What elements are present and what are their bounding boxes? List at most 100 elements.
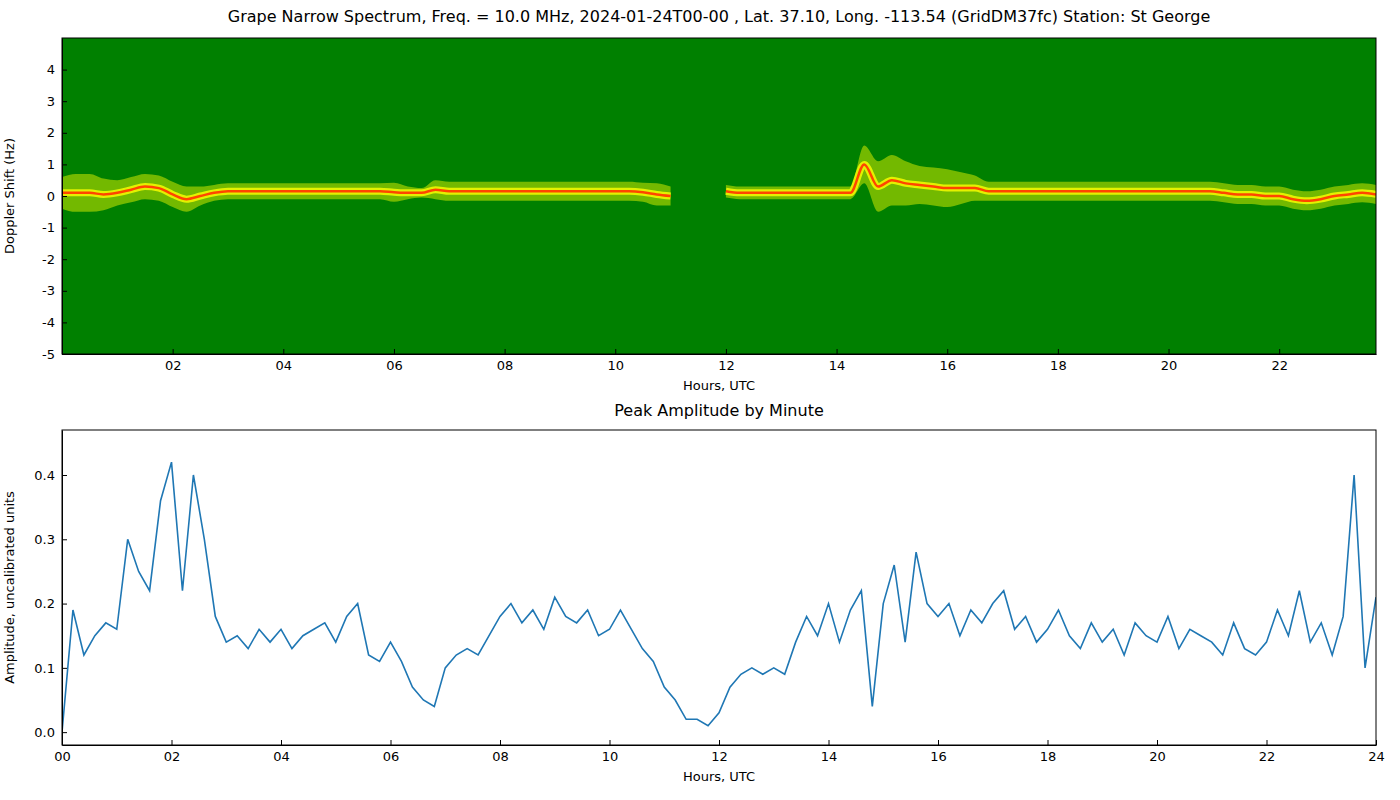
y-tick-label: 0.0 — [34, 725, 55, 740]
x-tick-mark — [1058, 349, 1059, 354]
plot-area — [62, 462, 1376, 732]
data-line — [62, 462, 1376, 732]
x-tick: 22 — [1271, 349, 1288, 373]
x-tick: 04 — [276, 349, 293, 373]
x-tick-mark — [938, 740, 939, 745]
x-tick-mark — [1267, 740, 1268, 745]
y-tick-label: -3 — [42, 283, 55, 298]
chart-1: 000204060810121416182022240.00.10.20.30.… — [2, 401, 1385, 784]
x-tick: 12 — [718, 349, 735, 373]
y-axis-line — [62, 431, 63, 746]
x-tick: 10 — [607, 349, 624, 373]
x-tick-label: 14 — [821, 749, 838, 764]
x-tick-mark — [505, 349, 506, 354]
y-tick: 3 — [47, 94, 67, 109]
x-tick-mark — [1279, 349, 1280, 354]
x-tick-label: 14 — [829, 358, 846, 373]
x-tick-mark — [1048, 740, 1049, 745]
x-tick-mark — [1376, 740, 1377, 745]
y-tick-label: -4 — [42, 315, 55, 330]
y-axis-title: Amplitude, uncalibrated units — [2, 491, 17, 684]
x-axis: 00 02 04 06 08 10 12 14 16 18 20 22 24 — [54, 740, 1385, 764]
x-tick-label: 10 — [602, 749, 619, 764]
x-axis-line — [63, 745, 1377, 746]
x-axis-title: Hours, UTC — [683, 378, 755, 393]
y-axis-title: Doppler Shift (Hz) — [2, 138, 17, 254]
x-tick-label: 12 — [711, 749, 728, 764]
x-tick: 08 — [497, 349, 514, 373]
y-tick: 0.3 — [34, 532, 67, 547]
x-tick: 10 — [602, 740, 619, 764]
x-tick-label: 02 — [164, 749, 181, 764]
y-tick-label: -5 — [42, 347, 55, 362]
x-tick: 06 — [383, 740, 400, 764]
x-axis-line — [63, 354, 1377, 355]
x-tick-label: 08 — [497, 358, 514, 373]
x-tick-mark — [500, 740, 501, 745]
x-tick-mark — [719, 740, 720, 745]
y-tick-label: 0.3 — [34, 532, 55, 547]
x-tick: 22 — [1259, 740, 1276, 764]
x-tick: 02 — [165, 349, 182, 373]
y-tick-mark — [62, 101, 67, 102]
x-tick-mark — [1157, 740, 1158, 745]
doppler-halo — [62, 164, 1376, 200]
x-tick: 06 — [386, 349, 403, 373]
x-tick-label: 12 — [718, 358, 735, 373]
chart-title: Grape Narrow Spectrum, Freq. = 10.0 MHz,… — [228, 7, 1211, 26]
chart-title: Peak Amplitude by Minute — [614, 401, 824, 420]
plot-frame — [62, 430, 1376, 745]
y-tick: 0.4 — [34, 468, 67, 483]
figure: 0204060810121416182022-5-4-3-2-101234Gra… — [0, 0, 1400, 800]
x-tick-label: 04 — [276, 358, 293, 373]
x-tick-mark — [391, 740, 392, 745]
x-tick-label: 20 — [1149, 749, 1166, 764]
y-tick-label: 4 — [47, 62, 55, 77]
x-tick-label: 04 — [273, 749, 290, 764]
x-axis-title: Hours, UTC — [683, 769, 755, 784]
y-tick-label: -1 — [42, 220, 55, 235]
x-tick-mark — [281, 740, 282, 745]
y-tick-label: 3 — [47, 94, 55, 109]
x-tick-label: 18 — [1050, 358, 1067, 373]
x-tick-label: 16 — [930, 749, 947, 764]
plot-frame — [62, 38, 1376, 354]
x-tick: 08 — [492, 740, 509, 764]
x-tick-label: 06 — [386, 358, 403, 373]
y-tick-mark — [62, 604, 67, 605]
x-tick-mark — [283, 349, 284, 354]
x-tick-label: 08 — [492, 749, 509, 764]
x-tick: 16 — [939, 349, 956, 373]
y-tick-mark — [62, 133, 67, 134]
y-tick: 0.1 — [34, 661, 67, 676]
x-tick: 20 — [1161, 349, 1178, 373]
x-tick-mark — [947, 349, 948, 354]
doppler-spread — [62, 145, 1376, 211]
y-tick: 1 — [47, 157, 67, 172]
y-tick-mark — [62, 196, 67, 197]
y-tick: 0.0 — [34, 725, 67, 740]
y-tick-label: 2 — [47, 125, 55, 140]
x-tick-mark — [726, 349, 727, 354]
x-tick-mark — [172, 740, 173, 745]
x-tick-label: 24 — [1368, 749, 1385, 764]
y-tick: 2 — [47, 125, 67, 140]
y-tick-mark — [62, 475, 67, 476]
y-tick-mark — [62, 70, 67, 71]
y-tick-mark — [62, 322, 67, 323]
x-tick-label: 06 — [383, 749, 400, 764]
x-tick: 20 — [1149, 740, 1166, 764]
y-tick: 0 — [47, 189, 67, 204]
x-tick-label: 00 — [54, 749, 71, 764]
y-tick-mark — [62, 539, 67, 540]
y-tick-mark — [62, 732, 67, 733]
x-tick-mark — [615, 349, 616, 354]
x-tick: 12 — [711, 740, 728, 764]
background — [62, 38, 1376, 354]
y-tick: -5 — [42, 347, 67, 362]
y-tick: 4 — [47, 62, 67, 77]
x-tick-label: 18 — [1040, 749, 1057, 764]
y-tick-mark — [62, 228, 67, 229]
x-tick-mark — [837, 349, 838, 354]
y-axis: -5-4-3-2-101234 — [42, 39, 67, 362]
